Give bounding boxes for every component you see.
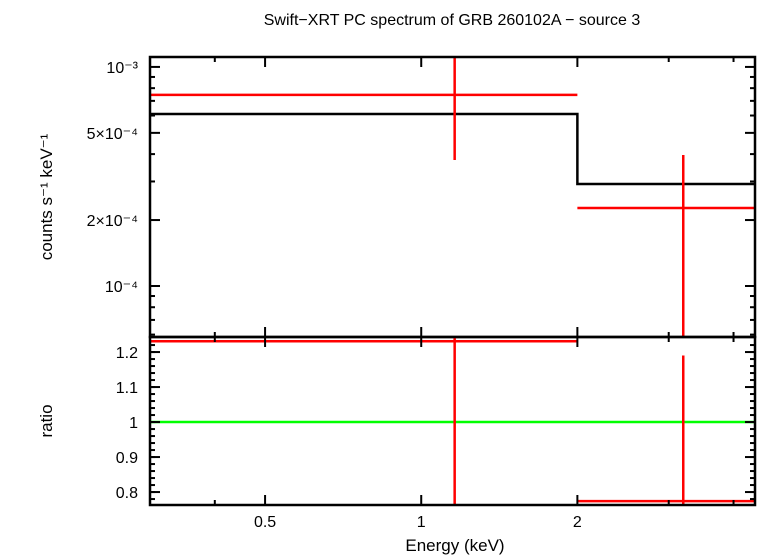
y-tick-label: 1.2 <box>116 345 138 362</box>
panel-spectrum: 10⁻³ 5×10⁻⁴ 2×10⁻⁴ 10⁻⁴ <box>87 55 757 339</box>
panel-ratio: 1.2 1.1 1 0.9 0.8 <box>116 335 757 507</box>
x-axis-label: Energy (keV) <box>405 536 504 555</box>
y-tick-label: 10⁻⁴ <box>105 279 138 296</box>
y-tick-label: 2×10⁻⁴ <box>87 213 138 230</box>
x-tick-label: 2 <box>573 514 582 531</box>
y-axis-label-spectrum: counts s⁻¹ keV⁻¹ <box>37 133 56 260</box>
x-tick-label: 1 <box>417 514 426 531</box>
y-tick-label: 1.1 <box>116 380 138 397</box>
x-tick-label: 0.5 <box>254 514 276 531</box>
y-tick-label: 0.8 <box>116 485 138 502</box>
panel-frame <box>148 55 757 339</box>
y-tick-label: 0.9 <box>116 450 138 467</box>
y-tick-label: 5×10⁻⁴ <box>87 126 138 143</box>
y-axis-label-ratio: ratio <box>37 404 56 437</box>
chart-title: Swift−XRT PC spectrum of GRB 260102A − s… <box>264 12 641 29</box>
panel-frame <box>148 335 757 507</box>
y-tick-label: 10⁻³ <box>106 60 138 77</box>
model-line <box>150 112 755 186</box>
y-tick-label: 1 <box>129 415 138 432</box>
